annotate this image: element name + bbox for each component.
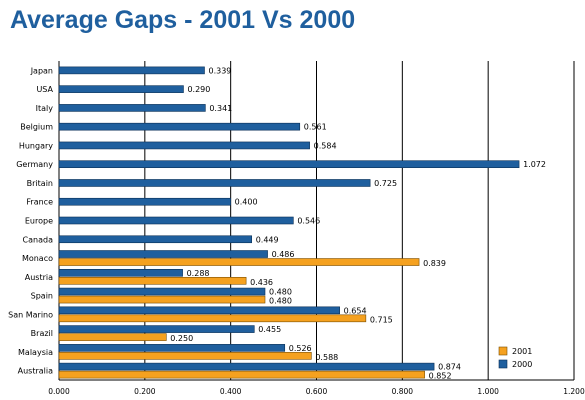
bar-2001: [58, 276, 247, 285]
data-label-2000: 0.449: [256, 235, 279, 244]
data-label-2000: 0.561: [304, 123, 327, 132]
data-label-2000: 0.339: [208, 66, 231, 75]
category-label: Hungary: [19, 141, 53, 150]
category-label: Belgium: [20, 123, 53, 132]
data-label-2001: 0.715: [370, 315, 393, 324]
data-label-2001: 0.839: [423, 259, 446, 268]
bar-2000: [58, 104, 206, 112]
category-label: Britain: [27, 179, 53, 188]
x-tick-label: 0.000: [48, 387, 70, 396]
category-label: Canada: [23, 235, 54, 244]
bar-2001: [58, 314, 367, 323]
bar-2001: [58, 352, 312, 360]
x-tick-label: 1.000: [477, 387, 499, 396]
legend-label-2000: 2000: [512, 360, 532, 369]
category-label: San Marino: [8, 310, 53, 319]
category-label: Austria: [25, 273, 53, 282]
category-label: Brazil: [31, 329, 53, 338]
data-label-2000: 0.480: [269, 288, 292, 297]
data-label-2001: 0.588: [315, 353, 338, 362]
x-tick-label: 0.800: [392, 387, 414, 396]
data-label-2001: 0.480: [269, 297, 292, 306]
data-label-2000: 0.725: [374, 179, 397, 188]
bar-2000: [58, 122, 301, 131]
data-label-2001: 0.250: [170, 334, 193, 343]
bar-2000: [58, 362, 435, 371]
data-label-2000: 0.290: [187, 85, 210, 94]
category-label: Australia: [18, 367, 53, 376]
category-label: France: [26, 198, 53, 207]
bar-2000: [58, 344, 286, 352]
bar-2000: [58, 85, 184, 93]
legend-swatch-2000: [498, 359, 508, 369]
data-label-2000: 0.400: [235, 198, 258, 207]
data-label-2001: 0.436: [250, 278, 273, 287]
bar-2000: [58, 160, 520, 169]
bar-2000: [58, 268, 183, 277]
bar-2001: [58, 333, 167, 341]
bar-2000: [58, 66, 205, 75]
x-tick-label: 0.200: [134, 387, 156, 396]
data-label-2000: 0.874: [438, 363, 461, 372]
bar-2001: [58, 370, 425, 379]
data-label-2000: 0.455: [258, 325, 281, 334]
bar-2000: [58, 325, 255, 333]
category-label: Monaco: [22, 254, 53, 263]
x-tick-label: 0.400: [220, 387, 242, 396]
bar-2001: [58, 295, 266, 304]
bar-2000: [58, 179, 371, 187]
category-label: Germany: [16, 160, 53, 169]
bar-2000: [58, 141, 310, 150]
category-label: USA: [36, 85, 53, 94]
data-label-2000: 0.341: [209, 104, 232, 113]
category-label: Malaysia: [18, 348, 53, 357]
data-label-2000: 1.072: [523, 160, 546, 169]
data-label-2000: 0.584: [314, 141, 337, 150]
bar-2000: [58, 197, 231, 206]
x-tick-label: 1.200: [563, 387, 585, 396]
chart-title: Average Gaps - 2001 Vs 2000: [10, 6, 356, 34]
legend-label-2001: 2001: [512, 347, 532, 356]
category-label: Spain: [31, 292, 53, 301]
bar-2000: [58, 287, 266, 296]
category-label: Japan: [30, 66, 53, 75]
category-label: Italy: [36, 104, 54, 113]
category-label: Europe: [25, 217, 53, 226]
bar-2000: [58, 250, 268, 258]
data-label-2000: 0.654: [344, 306, 367, 315]
legend-swatch-2001: [498, 346, 508, 356]
x-tick-label: 0.600: [306, 387, 328, 396]
bar-2000: [58, 216, 294, 225]
data-label-2000: 0.288: [187, 269, 210, 278]
data-label-2000: 0.526: [289, 344, 312, 353]
bar-2000: [58, 306, 340, 315]
bar-2001: [58, 258, 420, 266]
bar-2000: [58, 235, 252, 244]
data-label-2000: 0.546: [297, 217, 320, 226]
data-label-2001: 0.852: [429, 372, 452, 381]
data-label-2000: 0.486: [272, 250, 295, 259]
